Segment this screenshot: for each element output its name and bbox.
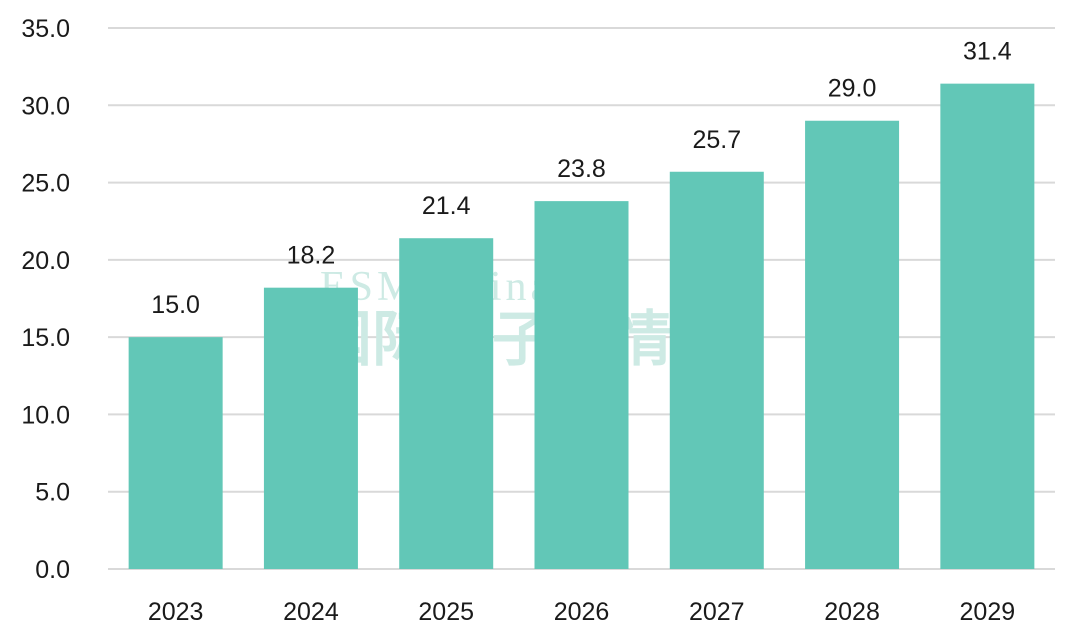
bars [128,83,1035,569]
bar [399,238,494,569]
y-tick-label: 10.0 [21,401,70,429]
x-axis-category-labels: 2023 2024 2025 2026 2027 2028 2029 [148,598,1015,626]
bar [940,83,1035,569]
bar [128,337,223,569]
y-tick-label: 5.0 [35,479,70,507]
bar-value-labels: 15.0 18.2 21.4 23.8 25.7 29.0 31.4 [151,38,1011,319]
y-tick-label: 35.0 [21,15,70,43]
bar-value-label: 15.0 [151,291,200,319]
bar-value-label: 18.2 [287,242,336,270]
bar [669,171,764,569]
bar [534,201,629,569]
y-axis-tick-labels: 0.0 5.0 10.0 15.0 20.0 25.0 30.0 35.0 [21,15,70,584]
x-category-label: 2023 [148,598,204,626]
x-category-label: 2027 [689,598,745,626]
x-category-label: 2024 [283,598,339,626]
bar [263,287,358,569]
bar-value-label: 31.4 [963,38,1012,66]
x-category-label: 2029 [960,598,1016,626]
x-category-label: 2028 [824,598,880,626]
bar-value-label: 23.8 [557,155,606,183]
bar-value-label: 21.4 [422,192,471,220]
x-category-label: 2026 [554,598,610,626]
bar-value-label: 25.7 [692,126,741,154]
y-tick-label: 15.0 [21,324,70,352]
y-tick-label: 0.0 [35,556,70,584]
y-tick-label: 30.0 [21,92,70,120]
x-category-label: 2025 [418,598,474,626]
bar [805,120,900,569]
y-tick-label: 25.0 [21,170,70,198]
bar-value-label: 29.0 [828,75,877,103]
y-tick-label: 20.0 [21,247,70,275]
